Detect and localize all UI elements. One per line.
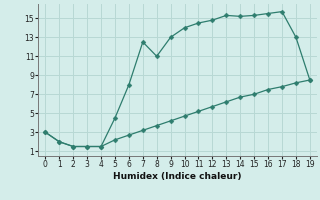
X-axis label: Humidex (Indice chaleur): Humidex (Indice chaleur)	[113, 172, 242, 181]
